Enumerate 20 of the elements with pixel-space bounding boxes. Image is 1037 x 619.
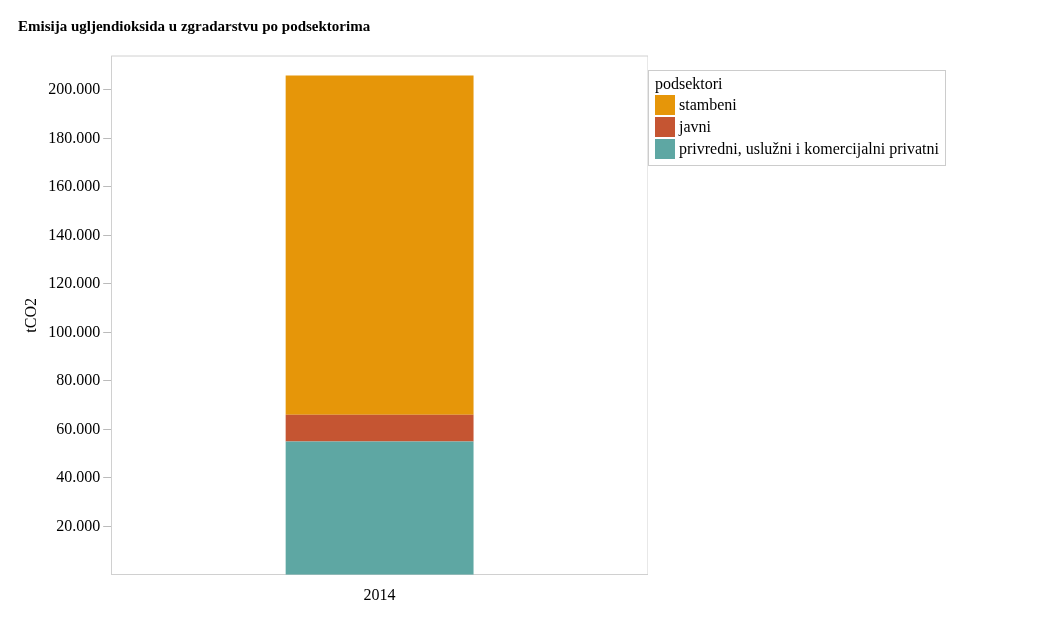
legend-label: javni	[679, 118, 711, 136]
bar	[285, 75, 474, 415]
legend-label: privredni, uslužni i komercijalni privatni	[679, 140, 939, 158]
y-tick-label: 60.000	[56, 419, 101, 437]
y-tick-label: 180.000	[48, 128, 101, 146]
x-tick-label: 2014	[363, 585, 396, 603]
y-tick-label: 100.000	[48, 322, 101, 340]
chart-title: Emisija ugljendioksida u zgradarstvu po podsektorima	[18, 17, 371, 34]
y-tick-label: 120.000	[48, 274, 101, 292]
y-tick-label: 140.000	[48, 225, 101, 243]
bar	[285, 441, 474, 575]
y-tick-label: 40.000	[56, 468, 101, 486]
y-tick-label: 160.000	[48, 177, 101, 195]
y-tick-label: 200.000	[48, 80, 101, 98]
y-tick-label: 80.000	[56, 371, 101, 389]
legend-label: stambeni	[679, 96, 737, 114]
bar	[285, 414, 474, 442]
legend-title: podsektori	[655, 75, 724, 93]
y-axis-title: tCO2	[21, 298, 39, 333]
y-tick-label: 20.000	[56, 516, 101, 534]
